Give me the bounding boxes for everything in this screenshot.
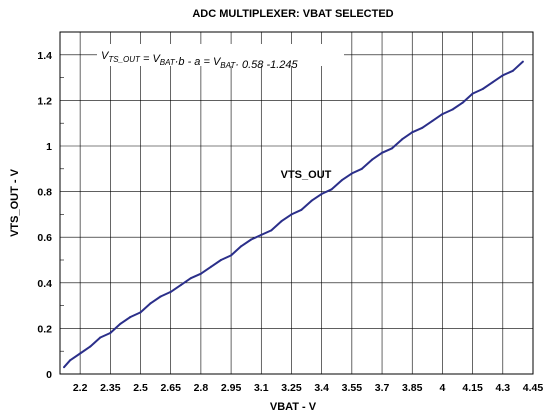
- x-axis-label: VBAT - V: [270, 401, 317, 413]
- data-point: [220, 259, 222, 261]
- data-point: [99, 336, 102, 339]
- data-point: [401, 138, 404, 141]
- plot-area: [59, 31, 534, 375]
- data-point: [63, 366, 65, 369]
- y-tick-label: 1.4: [37, 50, 52, 62]
- data-point: [89, 345, 92, 348]
- equation-text: V: [101, 50, 110, 62]
- data-point: [270, 229, 273, 232]
- data-point: [340, 179, 343, 182]
- y-tick-label: 0: [46, 369, 52, 381]
- data-point: [230, 254, 233, 257]
- data-point: [381, 151, 383, 154]
- y-tick-label: 0.4: [37, 278, 52, 290]
- x-tick-label: 3.85: [402, 382, 423, 394]
- data-point: [431, 119, 434, 122]
- data-point: [411, 131, 414, 134]
- data-point: [330, 188, 333, 191]
- data-point: [441, 113, 444, 116]
- data-point: [179, 284, 182, 287]
- data-point: [280, 220, 283, 223]
- data-point: [290, 213, 293, 216]
- grid: [60, 32, 533, 374]
- y-axis-label: VTS_OUT - V: [9, 168, 21, 237]
- y-tick-label: 0.8: [37, 187, 52, 199]
- x-tick-label: 2.95: [221, 382, 242, 394]
- y-tick-label: 0.6: [37, 232, 52, 244]
- data-point: [169, 290, 172, 293]
- data-point: [371, 158, 373, 161]
- data-point: [199, 272, 202, 275]
- x-tick-label: 3.55: [342, 382, 363, 394]
- data-point: [129, 316, 132, 318]
- data-point: [511, 69, 514, 72]
- data-point: [501, 74, 504, 77]
- data-point: [69, 359, 72, 362]
- data-point: [451, 108, 454, 111]
- data-point: [240, 245, 243, 248]
- x-tick-label: 2.5: [133, 382, 148, 394]
- series-group: [63, 60, 524, 369]
- equation-text: · 0.58 -1.245: [235, 59, 298, 71]
- x-tick-label: 2.2: [73, 382, 88, 394]
- x-axis-ticks: 2.2 2.35 2.5 2.65 2.8 2.95 3.1 3.25 3.4 3.55 3.7 3.…: [73, 382, 544, 394]
- x-tick-label: 4.3: [496, 382, 511, 394]
- data-point: [491, 81, 494, 84]
- series-label: VTS_OUT: [281, 169, 332, 181]
- data-point: [471, 92, 474, 95]
- equation-text: = V: [140, 53, 162, 65]
- data-point: [300, 208, 303, 211]
- x-tick-label: 2.65: [160, 382, 181, 394]
- data-point: [350, 172, 353, 175]
- data-point: [310, 199, 313, 202]
- data-point: [189, 277, 192, 280]
- series-line-0: [63, 60, 524, 368]
- data-point: [391, 147, 394, 150]
- y-tick-label: 1: [46, 141, 52, 153]
- data-point: [320, 192, 323, 195]
- data-point: [149, 302, 152, 305]
- equation-text: ·b - a = V: [175, 56, 222, 68]
- data-point: [360, 167, 363, 170]
- data-point: [119, 322, 122, 325]
- x-tick-label: 4.15: [462, 382, 483, 394]
- equation-subscript: BAT: [160, 58, 176, 67]
- data-point: [521, 60, 524, 63]
- data-point: [210, 265, 212, 268]
- y-tick-label: 0.2: [37, 323, 52, 335]
- data-point: [461, 101, 464, 104]
- x-tick-label: 4.45: [523, 382, 544, 394]
- data-point: [79, 352, 82, 355]
- data-point: [250, 238, 253, 241]
- x-tick-label: 3.7: [375, 382, 390, 394]
- y-tick-label: 1.2: [37, 95, 52, 107]
- data-point: [481, 88, 484, 90]
- x-tick-label: 2.35: [100, 382, 121, 394]
- data-point: [139, 311, 142, 314]
- equation-label: VTS_OUT = VBAT·b - a = VBAT· 0.58 -1.245: [101, 50, 299, 71]
- chart-title: ADC MULTIPLEXER: VBAT SELECTED: [192, 8, 393, 20]
- equation-subscript: TS_OUT: [108, 55, 141, 64]
- data-point: [421, 126, 424, 129]
- y-axis-ticks: 0 0.2 0.4 0.6 0.8 1 1.2 1.4: [37, 50, 52, 381]
- x-tick-label: 3.25: [281, 382, 302, 394]
- data-point: [109, 332, 112, 334]
- equation-subscript: BAT: [220, 61, 236, 70]
- x-tick-label: 4: [440, 382, 446, 394]
- data-point: [159, 295, 162, 298]
- x-tick-label: 2.8: [194, 382, 209, 394]
- x-tick-label: 3.4: [314, 382, 329, 394]
- data-point: [260, 233, 263, 236]
- equation-box: [97, 44, 344, 66]
- x-tick-label: 3.1: [254, 382, 269, 394]
